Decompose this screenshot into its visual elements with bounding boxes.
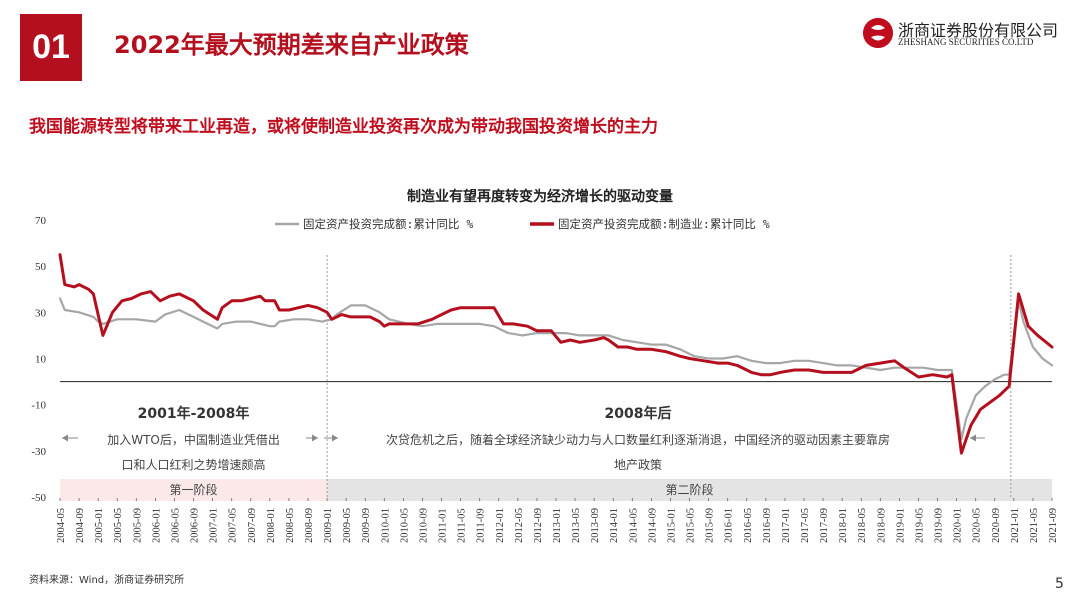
x-tick-label: 2006-01 [151,508,162,543]
phase-2-heading: 2008年后 [605,405,672,422]
page-number: 5 [1055,576,1064,592]
y-tick-label: 30 [35,307,47,319]
x-tick-label: 2005-05 [113,508,124,543]
logo-company-name-cn: 浙商证券股份有限公司 [898,21,1059,40]
x-tick-label: 2011-05 [457,508,468,543]
x-tick-label: 2006-09 [190,508,201,543]
phase-band-2 [327,479,1053,501]
x-tick-label: 2013-01 [552,508,563,543]
x-tick-label: 2018-01 [838,508,849,543]
chart-title: 制造业有望再度转变为经济增长的驱动变量 [407,189,673,205]
y-tick-label: 10 [35,354,47,366]
phase-1-note: 加入WTO后，中国制造业凭借出 [107,432,280,447]
zheshang-logo-icon [863,18,893,48]
y-tick-label: -30 [31,446,46,458]
investment-growth-chart: 第一阶段 第二阶段 -50 -30 -10 10 30 50 70 固定资产投资完成额:累计同… [31,215,1059,543]
phase-label-2: 第二阶段 [666,482,714,497]
x-tick-label: 2010-09 [419,508,430,543]
phase-2-note: 地产政策 [614,458,662,472]
y-tick-label: 70 [35,215,47,227]
data-source-note: 资料来源：Wind，浙商证券研究所 [29,575,185,586]
x-tick-label: 2004-09 [75,508,86,543]
phase-arrow-head [62,434,68,442]
x-tick-label: 2012-01 [495,508,506,543]
phase-2-note: 次贷危机之后，随着全球经济缺少动力与人口数量红利逐渐消退，中国经济的驱动因素主要… [386,432,890,447]
x-tick-label: 2017-05 [800,508,811,543]
x-tick-label: 2011-09 [476,508,487,543]
phase-arrow-head [970,434,976,442]
x-tick-label: 2009-01 [323,508,334,543]
y-tick-label: 50 [35,261,47,273]
x-tick-label: 2019-01 [895,508,906,543]
x-tick-label: 2020-09 [991,508,1002,543]
x-tick-label: 2018-09 [876,508,887,543]
x-tick-label: 2004-05 [56,508,67,543]
company-logo: 浙商证券股份有限公司 ZHESHANG SECURITIES CO.LTD [863,18,1058,52]
x-tick-label: 2017-09 [819,508,830,543]
legend-entry: 固定资产投资完成额:累计同比 % [303,217,473,231]
x-tick-label: 2014-05 [628,508,639,543]
x-tick-label: 2013-05 [571,508,582,543]
x-tick-label: 2012-09 [533,508,544,543]
phase-1-heading: 2001年-2008年 [138,405,250,422]
x-tick-label: 2007-01 [209,508,220,543]
series-line-manufacturing [58,253,1054,455]
phase-label-1: 第一阶段 [170,482,218,497]
x-tick-label: 2020-05 [972,508,983,543]
x-tick-label: 2018-05 [857,508,868,543]
x-tick-label: 2017-01 [781,508,792,543]
x-tick-label: 2016-05 [743,508,754,543]
x-tick-label: 2008-09 [304,508,315,543]
x-tick-label: 2008-01 [266,508,277,543]
x-tick-label: 2011-01 [438,508,449,543]
x-tick-label: 2020-01 [953,508,964,543]
x-tick-label: 2006-05 [171,508,182,543]
x-tick-label: 2009-05 [342,508,353,543]
x-tick-label: 2005-01 [94,508,105,543]
x-tick-label: 2021-05 [1029,508,1040,543]
phase-arrow-head [312,434,318,442]
x-tick-label: 2014-01 [609,508,620,543]
y-tick-label: -50 [31,492,46,504]
x-tick-label: 2016-09 [762,508,773,543]
x-tick-label: 2016-01 [724,508,735,543]
logo-company-name-en: ZHESHANG SECURITIES CO.LTD [898,37,1034,47]
section-number-badge: 01 [20,14,82,81]
x-tick-label: 2015-05 [686,508,697,543]
x-tick-label: 2012-05 [514,508,525,543]
x-tick-label: 2007-05 [228,508,239,543]
x-tick-label: 2014-09 [647,508,658,543]
y-tick-label: -10 [31,400,46,412]
phase-arrow-head [332,434,338,442]
x-tick-label: 2008-05 [285,508,296,543]
x-tick-label: 2019-09 [934,508,945,543]
x-tick-label: 2005-09 [132,508,143,543]
x-tick-label: 2021-09 [1048,508,1059,543]
x-tick-label: 2009-09 [361,508,372,543]
x-tick-label: 2015-09 [705,508,716,543]
phase-1-note: 口和人口红利之势增速颇高 [122,457,266,472]
x-tick-label: 2010-05 [399,508,410,543]
legend-entry: 固定资产投资完成额:制造业:累计同比 % [558,217,770,231]
slide-subtitle: 我国能源转型将带来工业再造，或将使制造业投资再次成为带动我国投资增长的主力 [29,117,658,137]
x-tick-label: 2007-09 [247,508,258,543]
x-tick-label: 2010-01 [380,508,391,543]
phase-band-1 [60,479,328,501]
x-tick-label: 2021-01 [1010,508,1021,543]
x-tick-label: 2013-09 [590,508,601,543]
x-tick-label: 2015-01 [667,508,678,543]
slide-title: 2022年最大预期差来自产业政策 [114,31,469,59]
x-tick-label: 2019-05 [915,508,926,543]
